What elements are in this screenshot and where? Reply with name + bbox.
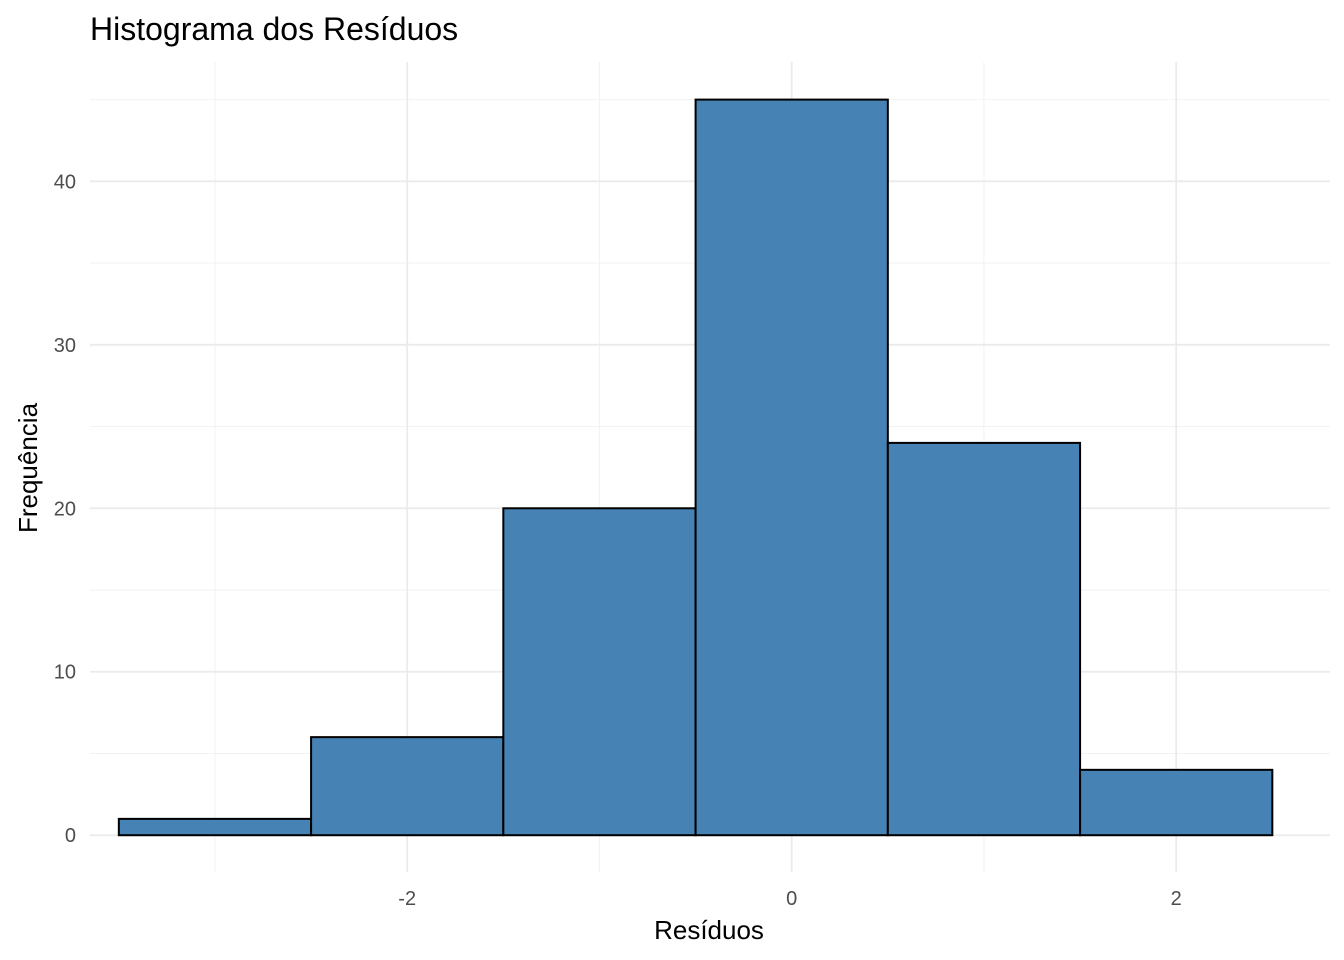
histogram-bar bbox=[502, 507, 697, 837]
x-axis-label: Resíduos bbox=[654, 915, 764, 945]
histogram-bar bbox=[117, 817, 313, 837]
histogram-bar bbox=[886, 441, 1082, 837]
y-axis-label: Frequência bbox=[13, 402, 43, 533]
x-axis-ticks: -2 0 2 bbox=[398, 888, 1181, 910]
histogram-bars bbox=[117, 98, 1274, 837]
y-tick-label: 20 bbox=[54, 498, 76, 520]
histogram-bar bbox=[1079, 768, 1274, 837]
x-tick-label: 0 bbox=[786, 888, 797, 910]
histogram-bar bbox=[694, 98, 889, 837]
y-axis-ticks: 0 10 20 30 40 bbox=[54, 171, 76, 847]
y-tick-label: 10 bbox=[54, 662, 76, 684]
chart-title: Histograma dos Resíduos bbox=[90, 11, 458, 47]
y-tick-label: 0 bbox=[65, 825, 76, 847]
x-tick-label: 2 bbox=[1171, 888, 1182, 910]
y-tick-label: 30 bbox=[54, 335, 76, 357]
x-tick-label: -2 bbox=[398, 888, 416, 910]
y-tick-label: 40 bbox=[54, 171, 76, 193]
histogram-bar bbox=[310, 736, 505, 837]
